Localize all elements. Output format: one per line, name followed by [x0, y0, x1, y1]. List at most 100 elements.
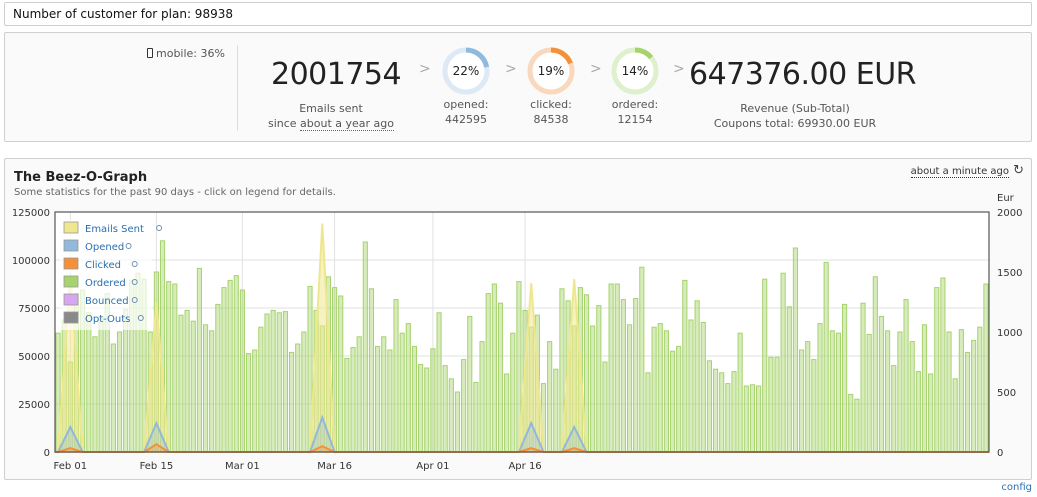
opened-percent: 22% — [452, 64, 480, 78]
ordered-bar — [375, 345, 381, 453]
stats-divider — [237, 45, 238, 131]
ordered-bar — [872, 276, 878, 453]
ordered-bar — [663, 330, 669, 453]
ordered-bar — [301, 331, 307, 453]
opened-ring-graphic — [442, 47, 490, 95]
revenue-stat: Revenue (Sub-Total) Coupons total: 69930… — [685, 101, 905, 131]
ordered-bar — [491, 283, 497, 453]
ordered-bar — [368, 288, 375, 453]
magnifier-icon[interactable] — [156, 225, 163, 231]
ordered-bar — [694, 300, 700, 453]
ordered-bar — [227, 279, 233, 453]
ordered-bar — [473, 381, 479, 453]
ordered-bar — [657, 323, 663, 453]
ordered-bar — [184, 309, 190, 453]
left-axis-tick-label: 25000 — [18, 400, 50, 411]
legend-item-bounced[interactable]: Bounced — [63, 293, 138, 307]
funnel-arrow: > — [590, 61, 602, 77]
right-axis-unit: Eur — [997, 193, 1015, 204]
emails-sent-label: Emails sent since about a year ago — [251, 101, 411, 131]
ordered-bar — [725, 383, 731, 453]
magnifier-icon[interactable] — [131, 297, 138, 303]
legend-item-clicked[interactable]: Clicked — [63, 257, 138, 271]
ordered-bar — [756, 385, 762, 453]
legend-item-ordered[interactable]: Ordered — [63, 275, 138, 289]
last-updated-link[interactable]: about a minute ago — [910, 166, 1009, 178]
clicked-percent: 19% — [537, 64, 565, 78]
legend-swatch — [63, 293, 79, 306]
right-axis-tick-label: 500 — [997, 388, 1016, 399]
left-axis-tick-label: 100000 — [12, 256, 50, 267]
ordered-bar — [381, 336, 387, 453]
left-axis-tick-label: 0 — [44, 448, 50, 459]
emails-sent-value: 2001754 — [271, 57, 402, 92]
since-link[interactable]: about a year ago — [300, 117, 395, 131]
right-axis-tick-label: 1500 — [997, 268, 1022, 279]
ordered-bar — [590, 325, 596, 453]
ordered-bar — [903, 299, 909, 453]
right-axis-tick-label: 1000 — [997, 328, 1022, 339]
ordered-bar — [196, 267, 202, 453]
config-link[interactable]: config — [1001, 482, 1032, 493]
ordered-bar — [842, 303, 848, 453]
ordered-bar — [448, 378, 454, 453]
ordered-bar — [393, 299, 399, 453]
ordered-bar — [276, 312, 282, 453]
ordered-bar — [436, 312, 442, 453]
ordered-bar — [633, 297, 639, 453]
ordered-bar — [885, 330, 891, 453]
ordered-bar — [479, 341, 485, 453]
ordered-bar — [780, 272, 786, 453]
refresh-icon[interactable]: ↻ — [1013, 163, 1024, 178]
ordered-bar — [252, 349, 258, 453]
plot-frame — [54, 211, 990, 453]
ordered-bar — [799, 349, 805, 453]
ordered-bar — [350, 347, 356, 453]
opened-ring: 22% — [442, 47, 490, 95]
clicked-series-line — [55, 443, 989, 453]
ordered-bar — [762, 278, 768, 453]
ordered-bar — [817, 323, 823, 453]
ordered-bar — [878, 315, 885, 453]
ordered-bar — [719, 372, 725, 453]
ordered-bar — [295, 343, 301, 453]
ordered-bar — [504, 373, 510, 453]
ordered-bar — [399, 332, 405, 453]
legend-item-opened[interactable]: Opened — [63, 239, 132, 253]
ordered-bar — [442, 365, 448, 453]
ordered-bar — [454, 391, 461, 453]
ordered-bar — [510, 332, 516, 453]
ordered-bar — [835, 332, 842, 453]
ordered-bar — [411, 345, 418, 453]
ordered-bar — [172, 283, 178, 453]
ordered-bar — [98, 315, 104, 453]
funnel-arrow: > — [505, 61, 517, 77]
coupons-total: Coupons total: 69930.00 EUR — [713, 117, 877, 130]
magnifier-icon[interactable] — [125, 243, 132, 249]
magnifier-icon[interactable] — [131, 279, 138, 285]
ordered-bar — [805, 341, 811, 453]
ordered-bar — [669, 350, 676, 453]
ordered-bar — [848, 393, 854, 453]
x-axis-tick-label: Mar 01 — [225, 461, 260, 472]
customer-count-bar: Number of customer for plan: 98938 — [4, 2, 1032, 26]
ordered-bar — [952, 378, 958, 453]
ordered-bar — [289, 351, 295, 453]
right-axis-tick-label: 0 — [997, 448, 1003, 459]
mobile-share: mobile: 36% — [147, 47, 225, 60]
clicked-stat: clicked: 84538 — [511, 97, 591, 127]
legend-item-emails-sent[interactable]: Emails Sent — [63, 221, 163, 235]
ordered-bar — [620, 299, 626, 453]
legend-item-opt-outs[interactable]: Opt-Outs — [63, 311, 144, 325]
ordered-bar — [934, 287, 940, 453]
ordered-bar — [245, 353, 252, 453]
ordered-bar — [811, 359, 817, 453]
customer-count-text: Number of customer for plan: 98938 — [13, 7, 233, 21]
ordered-bar — [829, 330, 835, 453]
ordered-bar — [614, 283, 620, 453]
magnifier-icon[interactable] — [131, 261, 138, 267]
ordered-percent: 14% — [621, 64, 649, 78]
ordered-bar — [461, 359, 467, 453]
magnifier-icon[interactable] — [137, 315, 144, 321]
